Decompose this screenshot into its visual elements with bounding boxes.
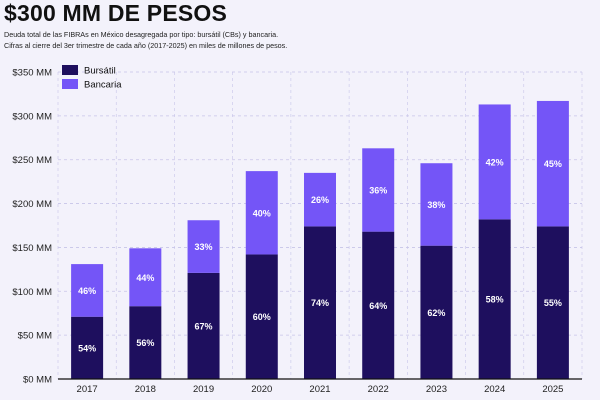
data-label-bancaria-2020: 40% [253,208,271,218]
bar-bancaria-2025 [536,100,569,227]
bar-bancaria-2017 [71,264,104,317]
subtitle-line-1: Deuda total de las FIBRAs en México desa… [4,30,279,39]
data-label-bancaria-2017: 46% [78,286,96,296]
data-label-bursatil-2023: 62% [427,308,445,318]
legend-label-bancaria: Bancaria [84,80,122,91]
x-tick-label-2018: 2018 [135,384,156,395]
data-label-bancaria-2021: 26% [311,195,329,205]
data-label-bancaria-2019: 33% [195,242,213,252]
bar-bancaria-2022 [362,148,395,232]
bar-bancaria-2018 [129,248,162,307]
bar-bursatil-2021 [304,226,336,379]
x-tick-label-2023: 2023 [426,384,447,395]
y-tick-label-200: $200 MM [12,199,52,210]
chart-title: $300 MM DE PESOS [4,0,228,26]
y-tick-label-300: $300 MM [12,111,52,122]
x-tick-label-2025: 2025 [542,384,563,395]
bar-bursatil-2025 [536,226,569,379]
data-label-bursatil-2018: 56% [136,338,154,348]
subtitle-line-2: Cifras al cierre del 3er trimestre de ca… [4,41,288,50]
data-label-bursatil-2017: 54% [78,343,96,353]
x-axis: 2017 2018 2019 2020 2021 2022 2023 2024 2025 [58,378,582,395]
bar-bancaria-2020 [245,171,278,255]
bar-bursatil-2018 [129,306,162,379]
x-tick-label-2021: 2021 [309,384,330,395]
data-label-bursatil-2020: 60% [253,312,271,322]
data-label-bancaria-2018: 44% [136,273,154,283]
legend-swatch-bursatil [62,65,78,75]
bar-bursatil-2019 [187,272,220,379]
legend: Bursátil Bancaria [62,65,122,91]
chart-subtitle: Deuda total de las FIBRAs en México desa… [4,29,584,51]
bar-bursatil-2024 [478,219,511,379]
y-tick-label-150: $150 MM [12,243,52,254]
x-tick-label-2022: 2022 [368,384,389,395]
y-tick-label-250: $250 MM [12,155,52,166]
data-label-bancaria-2024: 42% [486,157,504,167]
bar-bancaria-2024 [478,104,511,220]
x-tick-label-2024: 2024 [484,384,505,395]
data-label-bancaria-2023: 38% [427,200,445,210]
y-axis: $0 MM $50 MM $100 MM $150 MM $200 MM $250 MM $… [12,68,52,386]
y-tick-label-0: $0 MM [23,375,52,386]
data-label-bancaria-2022: 36% [369,185,387,195]
bar-bursatil-2017 [71,316,104,379]
bar-bursatil-2022 [362,231,395,379]
bar-bancaria-2021 [304,172,336,227]
legend-label-bursatil: Bursátil [84,66,116,77]
data-label-bancaria-2025: 45% [544,159,562,169]
data-label-bursatil-2024: 58% [486,295,504,305]
y-tick-label-50: $50 MM [18,331,52,342]
bar-bancaria-2019 [187,220,220,273]
bar-bancaria-2023 [420,163,453,246]
x-tick-label-2017: 2017 [77,384,98,395]
bars: 54% 46% 56% 44% 67% 33% 60% 40% 74% 26% 64% 36% 62% 3… [71,100,569,379]
legend-swatch-bancaria [62,79,78,89]
y-tick-label-350: $350 MM [12,68,52,79]
bar-bursatil-2023 [420,245,453,379]
data-label-bursatil-2021: 74% [311,298,329,308]
data-label-bursatil-2025: 55% [544,298,562,308]
data-label-bursatil-2019: 67% [195,321,213,331]
y-tick-label-100: $100 MM [12,287,52,298]
bar-bursatil-2020 [245,254,278,379]
x-tick-label-2019: 2019 [193,384,214,395]
x-tick-label-2020: 2020 [251,384,272,395]
data-label-bursatil-2022: 64% [369,301,387,311]
